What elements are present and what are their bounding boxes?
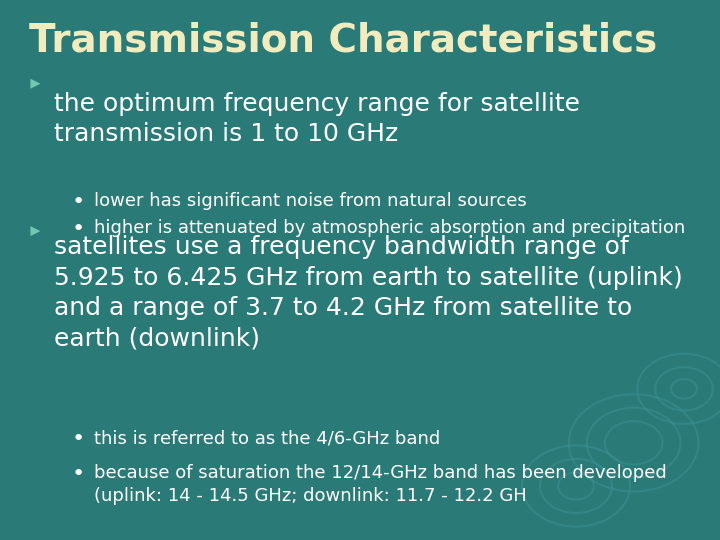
Text: the optimum frequency range for satellite
transmission is 1 to 10 GHz: the optimum frequency range for satellit… — [54, 92, 580, 146]
Text: because of saturation the 12/14-GHz band has been developed
(uplink: 14 - 14.5 G: because of saturation the 12/14-GHz band… — [94, 464, 666, 504]
Text: •: • — [72, 464, 85, 484]
Text: •: • — [72, 192, 85, 212]
Text: •: • — [72, 219, 85, 239]
Text: lower has significant noise from natural sources: lower has significant noise from natural… — [94, 192, 526, 210]
Text: higher is attenuated by atmospheric absorption and precipitation: higher is attenuated by atmospheric abso… — [94, 219, 685, 237]
Text: satellites use a frequency bandwidth range of
5.925 to 6.425 GHz from earth to s: satellites use a frequency bandwidth ran… — [54, 235, 683, 351]
Text: this is referred to as the 4/6-GHz band: this is referred to as the 4/6-GHz band — [94, 429, 440, 447]
Text: •: • — [72, 429, 85, 449]
Text: Transmission Characteristics: Transmission Characteristics — [29, 22, 657, 59]
